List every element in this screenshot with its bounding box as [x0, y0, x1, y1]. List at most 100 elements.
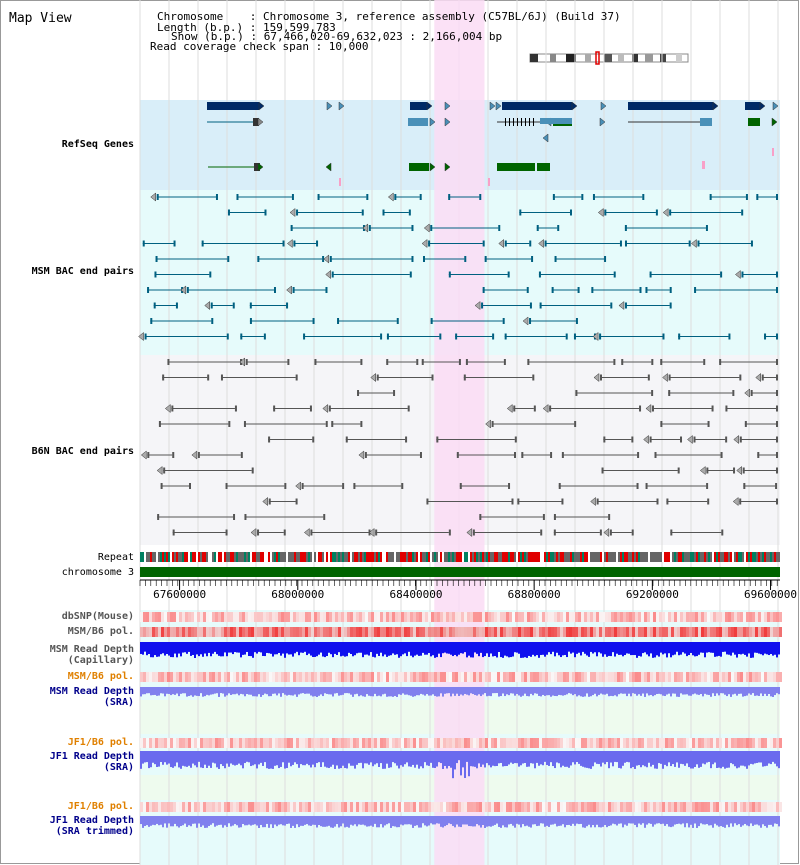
- msm-depth-sra-bar: [508, 687, 510, 696]
- repeat-block: [236, 552, 238, 562]
- jf1-depth-sra-bar: [454, 751, 456, 770]
- jf1-depth-sra-bar: [278, 751, 280, 769]
- jf1-depth-sra-bar: [390, 751, 392, 768]
- msm-depth-cap-bar: [178, 642, 180, 654]
- msm-depth-sra-bar: [276, 687, 278, 696]
- refseq-genes-label[interactable]: RefSeq Genes: [61, 139, 134, 150]
- msm-pol-sra-cell: [467, 672, 470, 682]
- msm-depth-cap-bar: [150, 642, 152, 658]
- msm-bac-pair-end: [526, 287, 529, 293]
- gene-exon: [207, 102, 259, 110]
- msm-pol-sra-cell: [563, 672, 566, 682]
- jf1-depth-sra-bar: [182, 751, 184, 766]
- jf1-pol-cell: [476, 738, 479, 748]
- msm-depth-sra-bar: [346, 687, 348, 694]
- repeat-block: [480, 552, 482, 562]
- msm-depth-cap-bar: [164, 642, 166, 656]
- msm-depth-cap-bar: [746, 642, 748, 657]
- repeat-block: [284, 552, 286, 562]
- repeat-block: [278, 552, 280, 562]
- msm-pol-cell: [509, 627, 512, 637]
- msm-pol-sra-cell: [605, 672, 608, 682]
- jf1-depth-trim-bar: [686, 816, 688, 824]
- jf1-pol-cell: [770, 738, 773, 748]
- msm-depth-sra-bar: [334, 687, 336, 694]
- msm-depth-cap-bar: [624, 642, 626, 656]
- msm-bac-label[interactable]: MSM BAC end pairs: [31, 266, 134, 277]
- msm-pol-sra-cell: [281, 672, 284, 682]
- repeat-block: [216, 552, 218, 562]
- jf1-depth-trim-bar: [548, 816, 550, 827]
- msm-depth-sra-bar: [330, 687, 332, 695]
- b6n-bac-pair-end: [421, 359, 424, 365]
- jf1-pol-cell: [332, 738, 335, 748]
- msm-bac-pair-end: [380, 333, 383, 340]
- jf1-pol-cell: [479, 738, 482, 748]
- msm-pol-cell: [752, 627, 755, 637]
- msm-depth-sra-bar: [456, 687, 458, 694]
- msm-pol-cell: [779, 627, 782, 637]
- b6n-bac-pair-end: [561, 452, 564, 458]
- msm-pol-label[interactable]: MSM/B6 pol.: [67, 626, 134, 637]
- jf1-pol-trim-cell: [425, 802, 428, 812]
- dbsnp-cell: [752, 612, 755, 622]
- dbsnp-cell: [641, 612, 644, 622]
- msm-depth-sra-bar: [224, 687, 226, 697]
- jf1-pol-trim-cell: [647, 802, 650, 812]
- msm-depth-sra-bar: [366, 687, 368, 695]
- jf1-pol-trim-cell: [449, 802, 452, 812]
- msm-depth-cap-bar: [398, 642, 400, 658]
- jf1-depth-trim-bar: [148, 816, 150, 827]
- jf1-depth-trim-bar: [718, 816, 720, 827]
- msm-pol-sra-cell: [260, 672, 263, 682]
- msm-pol-sra-cell: [737, 672, 740, 682]
- msm-depth-cap-bar: [418, 642, 420, 656]
- msm-depth-sra-bar: [716, 687, 718, 694]
- jf1-depth-trim-bar: [182, 816, 184, 826]
- msm-bac-pair-end: [482, 240, 485, 247]
- jf1-depth-sra-label[interactable]: JF1 Read Depth (SRA): [49, 751, 134, 773]
- msm-depth-sra-bar: [258, 687, 260, 695]
- b6n-bac-pair-end: [609, 529, 612, 536]
- repeat-block: [570, 552, 572, 562]
- jf1-pol-label[interactable]: JF1/B6 pol.: [67, 737, 134, 748]
- jf1-depth-trim-label[interactable]: JF1 Read Depth (SRA trimmed): [49, 815, 134, 837]
- repeat-block: [332, 552, 334, 562]
- strand-arrow: [712, 101, 719, 111]
- jf1-pol-trim-cell: [236, 802, 239, 812]
- jf1-pol-trim-label[interactable]: JF1/B6 pol.: [67, 801, 134, 812]
- msm-depth-cap-bar: [378, 642, 380, 656]
- msm-pol-cell: [608, 627, 611, 637]
- jf1-pol-trim-cell: [299, 802, 302, 812]
- dbsnp-cell: [317, 612, 320, 622]
- msm-pol-cell: [485, 627, 488, 637]
- jf1-pol-cell: [215, 738, 218, 748]
- msm-pol-sra-cell: [506, 672, 509, 682]
- msm-depth-sra-bar: [580, 687, 582, 697]
- repeat-block: [314, 552, 316, 562]
- jf1-pol-cell: [635, 738, 638, 748]
- msm-depth-cap-bar: [434, 642, 436, 658]
- dbsnp-label[interactable]: dbSNP(Mouse): [61, 611, 134, 622]
- b6n-bac-label[interactable]: B6N BAC end pairs: [31, 446, 134, 457]
- jf1-depth-sra-bar: [274, 751, 276, 766]
- msm-depth-sra-bar: [422, 687, 424, 695]
- b6n-bac-pair-end: [342, 483, 345, 489]
- jf1-depth-sra-bar: [194, 751, 196, 766]
- dbsnp-cell: [347, 612, 350, 622]
- jf1-depth-trim-bar: [738, 816, 740, 825]
- repeat-block: [684, 552, 686, 562]
- jf1-pol-trim-cell: [686, 802, 689, 812]
- b6n-bac-pair-end: [426, 498, 429, 505]
- b6n-bac-pair-end: [401, 483, 404, 489]
- msm-depth-sra-bar: [504, 687, 506, 697]
- msm-pol-sra-cell: [161, 672, 164, 682]
- strand-arrow: [645, 403, 652, 414]
- msm-depth-sra-label[interactable]: MSM Read Depth (SRA): [49, 686, 134, 708]
- msm-depth-capillary-label[interactable]: MSM Read Depth (Capillary): [49, 644, 134, 666]
- jf1-pol-cell: [623, 738, 626, 748]
- jf1-depth-trim-bar: [678, 816, 680, 824]
- msm-pol-sra-label[interactable]: MSM/B6 pol.: [67, 671, 134, 682]
- ideogram-band: [618, 54, 624, 62]
